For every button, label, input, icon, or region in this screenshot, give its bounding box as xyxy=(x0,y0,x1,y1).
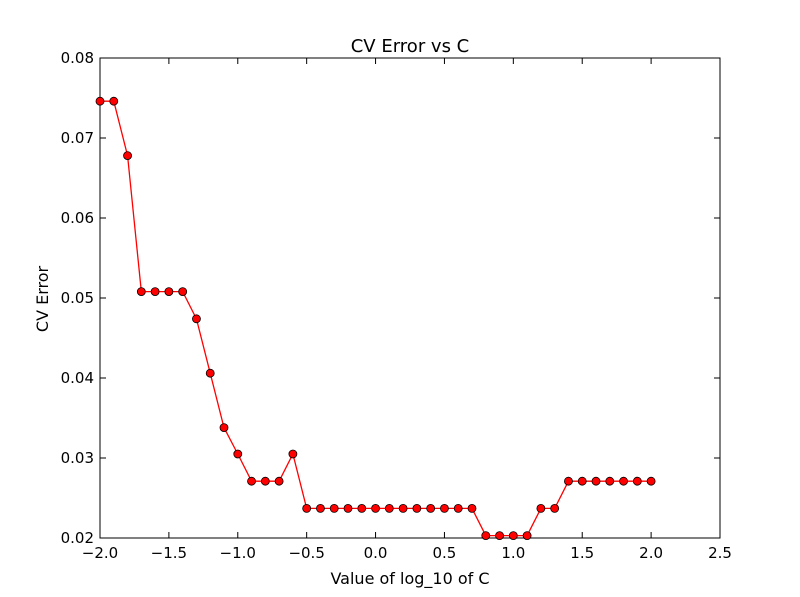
y-tick-label: 0.04 xyxy=(61,369,94,387)
x-tick-label: 1.5 xyxy=(570,544,594,562)
data-point xyxy=(481,531,491,540)
data-point xyxy=(260,476,270,486)
data-point xyxy=(577,476,587,486)
data-point xyxy=(192,314,201,324)
data-point xyxy=(302,503,312,513)
data-point xyxy=(136,287,146,297)
data-point xyxy=(508,531,518,540)
data-point xyxy=(219,423,229,433)
data-point xyxy=(329,503,339,513)
chart-title: CV Error vs C xyxy=(351,36,470,57)
x-tick-label: −2.0 xyxy=(82,544,118,562)
x-tick-label: −1.5 xyxy=(151,544,187,562)
data-point xyxy=(467,503,477,513)
plot-area: −2.0 −1.5 −1.0 −0.5 0.0 0.5 1.0 1.5 2.0 2.5 0.02 0.… xyxy=(61,49,732,562)
y-axis-label: CV Error xyxy=(33,265,52,332)
data-point xyxy=(440,503,449,513)
data-point xyxy=(316,503,325,513)
data-point xyxy=(619,476,628,486)
x-tick-label: −0.5 xyxy=(288,544,324,562)
y-tick-label: 0.06 xyxy=(61,209,94,227)
x-tick-label: 2.0 xyxy=(639,544,663,562)
data-point xyxy=(371,503,380,513)
y-tick-label: 0.08 xyxy=(61,49,94,67)
x-axis-label: Value of log_10 of C xyxy=(330,569,489,589)
data-point xyxy=(109,96,119,106)
data-point xyxy=(591,476,601,486)
data-point xyxy=(274,476,284,486)
data-point xyxy=(453,503,463,513)
data-point xyxy=(343,503,353,513)
data-point xyxy=(398,503,408,513)
data-point xyxy=(288,449,298,459)
data-point xyxy=(550,503,560,513)
data-point xyxy=(164,287,174,297)
y-tick-label: 0.05 xyxy=(61,289,94,307)
data-point xyxy=(605,476,615,486)
x-tick-label: 2.5 xyxy=(708,544,732,562)
data-point xyxy=(646,476,656,486)
data-point xyxy=(205,368,215,378)
data-point xyxy=(536,503,546,513)
data-point xyxy=(95,96,105,106)
plot-frame xyxy=(99,57,721,539)
data-point xyxy=(233,449,243,459)
data-point xyxy=(522,531,532,540)
data-point xyxy=(384,503,394,513)
data-point xyxy=(357,503,367,513)
data-point xyxy=(564,476,573,486)
data-point xyxy=(178,287,188,297)
data-point xyxy=(495,531,504,540)
data-point xyxy=(150,287,160,297)
data-point xyxy=(632,476,642,486)
x-tick-label: −1.0 xyxy=(220,544,256,562)
x-tick-label: 1.0 xyxy=(501,544,525,562)
y-tick-label: 0.07 xyxy=(61,129,94,147)
y-tick-label: 0.02 xyxy=(61,529,94,547)
data-point xyxy=(247,476,256,486)
x-tick-label: 0.0 xyxy=(364,544,388,562)
y-tick-label: 0.03 xyxy=(61,449,94,467)
data-point xyxy=(426,503,436,513)
data-point xyxy=(123,151,132,161)
x-tick-label: 0.5 xyxy=(433,544,457,562)
data-point xyxy=(412,503,422,513)
